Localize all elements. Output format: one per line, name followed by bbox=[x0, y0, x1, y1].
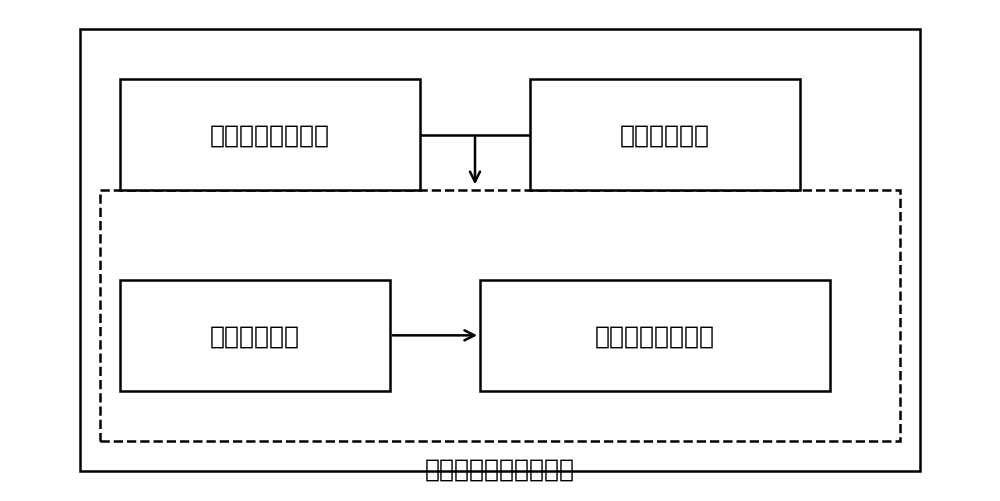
Bar bbox=[80, 30, 920, 471]
Bar bbox=[530, 80, 800, 190]
Bar bbox=[480, 281, 830, 391]
Bar bbox=[120, 281, 390, 391]
Bar bbox=[120, 80, 420, 190]
Text: 电源供电单元: 电源供电单元 bbox=[620, 123, 710, 147]
Text: 井斜和工具面测量装置: 井斜和工具面测量装置 bbox=[425, 456, 575, 480]
Text: 微处理器控制单元: 微处理器控制单元 bbox=[210, 123, 330, 147]
Text: 数字信号处理单元: 数字信号处理单元 bbox=[595, 324, 715, 348]
Text: 信号采集单元: 信号采集单元 bbox=[210, 324, 300, 348]
Bar bbox=[100, 190, 900, 441]
